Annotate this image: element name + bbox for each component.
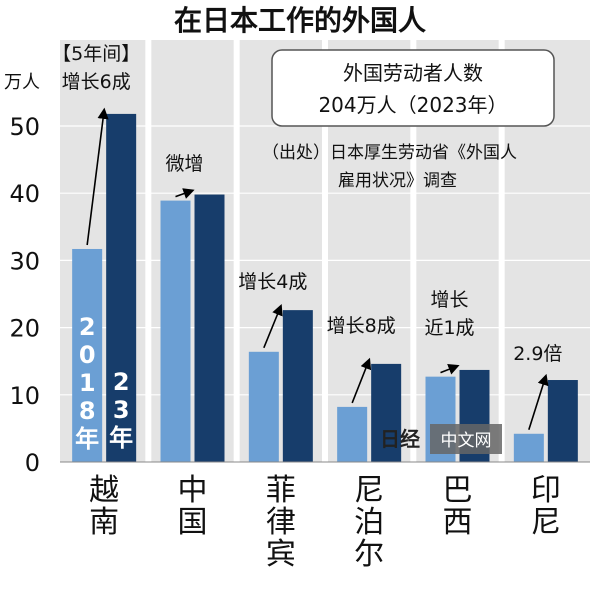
category-label-char: 律 [266,505,296,540]
y-axis-label: 万人 [4,72,40,93]
bar-2018-0 [72,248,103,462]
group-separator [145,40,152,462]
series-label-2023: 2 [113,368,130,396]
growth-annotation: 微增 [165,153,203,175]
category-label-char: 尔 [354,537,384,572]
category-label-char: 南 [89,505,119,540]
series-label-2023: 年 [109,424,133,452]
category-label-char: 尼 [531,505,561,540]
y-tick-label: 30 [9,247,40,275]
growth-arrow [263,304,283,349]
growth-annotation: 增长4成 [238,271,307,293]
bar-2023-5 [547,380,578,462]
bar-2018-1 [160,200,191,463]
category-label-char: 巴 [443,473,473,508]
bar-2023-0 [106,113,137,463]
category-label-char: 泊 [354,505,384,540]
category-label-char: 国 [178,505,208,540]
y-tick-label: 40 [9,180,40,208]
group-separator [410,40,417,462]
series-label-2018: 年 [75,425,99,453]
info-box [271,49,555,127]
bar-2023-1 [194,194,225,462]
category-label-char: 印 [531,473,561,508]
growth-arrow [86,107,109,246]
growth-arrow [351,357,372,404]
watermark-text: 中文网 [441,431,492,451]
series-label-2018: 8 [79,397,96,425]
growth-annotation: 近1成 [424,317,474,339]
growth-annotation: 增长6成 [62,71,131,93]
bar-2023-3 [371,363,402,462]
growth-annotation: 增长 [430,289,468,311]
y-tick-label: 50 [9,113,40,141]
category-label-char: 尼 [354,473,384,508]
growth-arrow [528,373,549,431]
series-label-2018: 0 [79,341,96,369]
group-separator [322,40,328,462]
category-label-char: 西 [443,505,473,540]
info-box-line1: 外国劳动者人数 [343,61,483,85]
watermark-bg [430,424,502,454]
bar-2018-5 [513,433,544,462]
category-label-char: 越 [89,473,119,508]
source-line1: （出处）日本厚生劳动省《外国人 [262,143,517,163]
y-tick-label: 0 [25,449,40,477]
growth-annotation: 增长8成 [327,315,396,337]
watermark-logo: 日经 [380,427,420,451]
bar-2018-3 [337,406,368,462]
bar-2018-2 [248,351,279,462]
category-label-char: 菲 [266,473,296,508]
y-tick-label: 20 [9,315,40,343]
bar-2023-2 [282,310,313,462]
growth-annotation: 2.9倍 [513,343,562,365]
group-separator [498,40,505,462]
chart-title: 在日本工作的外国人 [174,4,426,37]
category-label-char: 宾 [266,537,296,572]
series-label-2018: 1 [79,369,96,397]
growth-arrow [440,364,460,375]
group-separator [233,40,240,462]
y-tick-label: 10 [9,382,40,410]
series-label-2018: 2 [79,313,96,341]
category-label-char: 中 [178,473,208,508]
series-label-2023: 3 [113,396,130,424]
info-box-line2: 204万人（2023年） [318,93,507,117]
source-line2: 雇用状况》调查 [338,171,457,191]
growth-arrow [175,188,195,199]
growth-annotation: 【5年间】 [52,43,140,65]
